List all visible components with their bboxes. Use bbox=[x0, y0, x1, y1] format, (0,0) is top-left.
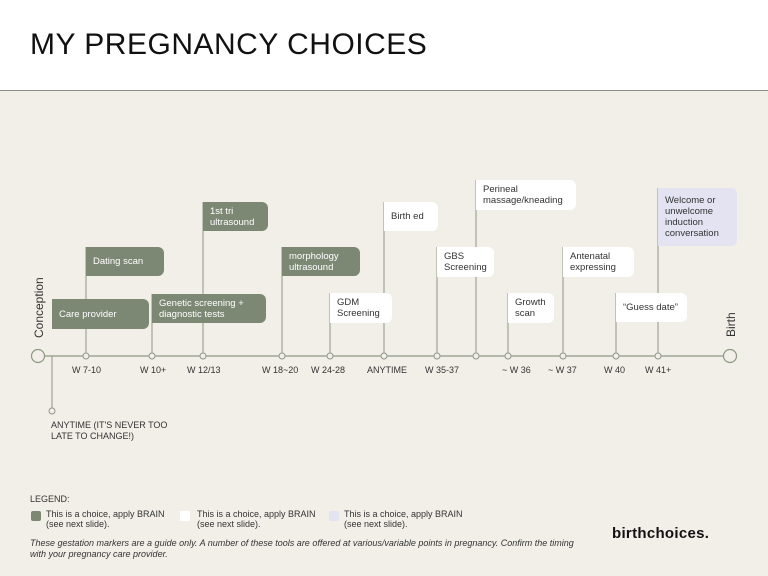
tick-dot bbox=[82, 352, 90, 360]
growth-scan-box: Growth scan bbox=[508, 293, 554, 323]
dating-scan-box: Dating scan bbox=[86, 247, 164, 276]
tick-dot bbox=[148, 352, 156, 360]
tick-dot bbox=[504, 352, 512, 360]
tick-label: W 35-37 bbox=[425, 365, 460, 375]
legend-item-white: This is a choice, apply BRAIN (see next … bbox=[197, 509, 316, 529]
gdm-screening-box: GDM Screening bbox=[330, 293, 392, 323]
tick-dot bbox=[199, 352, 207, 360]
tick-label: W 12/13 bbox=[187, 365, 221, 375]
tick-label: ~ W 37 bbox=[548, 365, 577, 375]
tick-label: W 7-10 bbox=[72, 365, 102, 375]
birth-node bbox=[722, 348, 738, 364]
tick-label: W 18~20 bbox=[262, 365, 299, 375]
anytime-note: ANYTIME (IT'S NEVER TOO LATE TO CHANGE!) bbox=[51, 420, 168, 441]
birth-ed-box: Birth ed bbox=[384, 202, 438, 231]
legend-title: LEGEND: bbox=[30, 494, 70, 504]
perineal-massage-box: Perineal massage/kneading bbox=[476, 180, 576, 210]
tick-dot bbox=[380, 352, 388, 360]
tick-label: W 41+ bbox=[645, 365, 672, 375]
legend-item-green: This is a choice, apply BRAIN (see next … bbox=[46, 509, 165, 529]
morphology-ultrasound-box: morphology ultrasound bbox=[282, 247, 360, 276]
care-provider-box: Care provider bbox=[52, 299, 149, 329]
tick-label: ~ W 36 bbox=[502, 365, 531, 375]
tick-label: W 10+ bbox=[140, 365, 167, 375]
genetic-screening-box: Genetic screening + diagnostic tests bbox=[152, 294, 266, 323]
tick-dot bbox=[654, 352, 662, 360]
header: MY PREGNANCY CHOICES bbox=[0, 0, 768, 91]
antenatal-expressing-box: Antenatal expressing bbox=[563, 247, 634, 277]
legend-item-lavender: This is a choice, apply BRAIN (see next … bbox=[344, 509, 463, 529]
birthchoices-logo: birthchoices. bbox=[612, 525, 710, 542]
legend-swatch-green bbox=[31, 511, 41, 521]
tick-dot bbox=[433, 352, 441, 360]
page-title: MY PREGNANCY CHOICES bbox=[30, 28, 428, 61]
footnote: These gestation markers are a guide only… bbox=[30, 538, 574, 559]
legend-swatch-white bbox=[180, 511, 190, 521]
gbs-screening-box: GBS Screening bbox=[437, 247, 494, 277]
tick-label: W 24-28 bbox=[311, 365, 346, 375]
tick-label: ANYTIME bbox=[367, 365, 408, 375]
guess-date-box: “Guess date” bbox=[616, 293, 687, 322]
conception-label: Conception bbox=[32, 277, 46, 338]
tick-dot bbox=[278, 352, 286, 360]
tick-dot bbox=[326, 352, 334, 360]
legend-swatch-lavender bbox=[329, 511, 339, 521]
tick-label: W 40 bbox=[604, 365, 626, 375]
tick-dot bbox=[612, 352, 620, 360]
induction-conversation-box: Welcome or unwelcome induction conversat… bbox=[658, 188, 737, 246]
birth-label: Birth bbox=[724, 312, 738, 337]
tick-dot bbox=[472, 352, 480, 360]
anytime-dot bbox=[48, 407, 56, 415]
tick-dot bbox=[559, 352, 567, 360]
first-tri-ultrasound-box: 1st tri ultrasound bbox=[203, 202, 268, 231]
conception-node bbox=[30, 348, 46, 364]
